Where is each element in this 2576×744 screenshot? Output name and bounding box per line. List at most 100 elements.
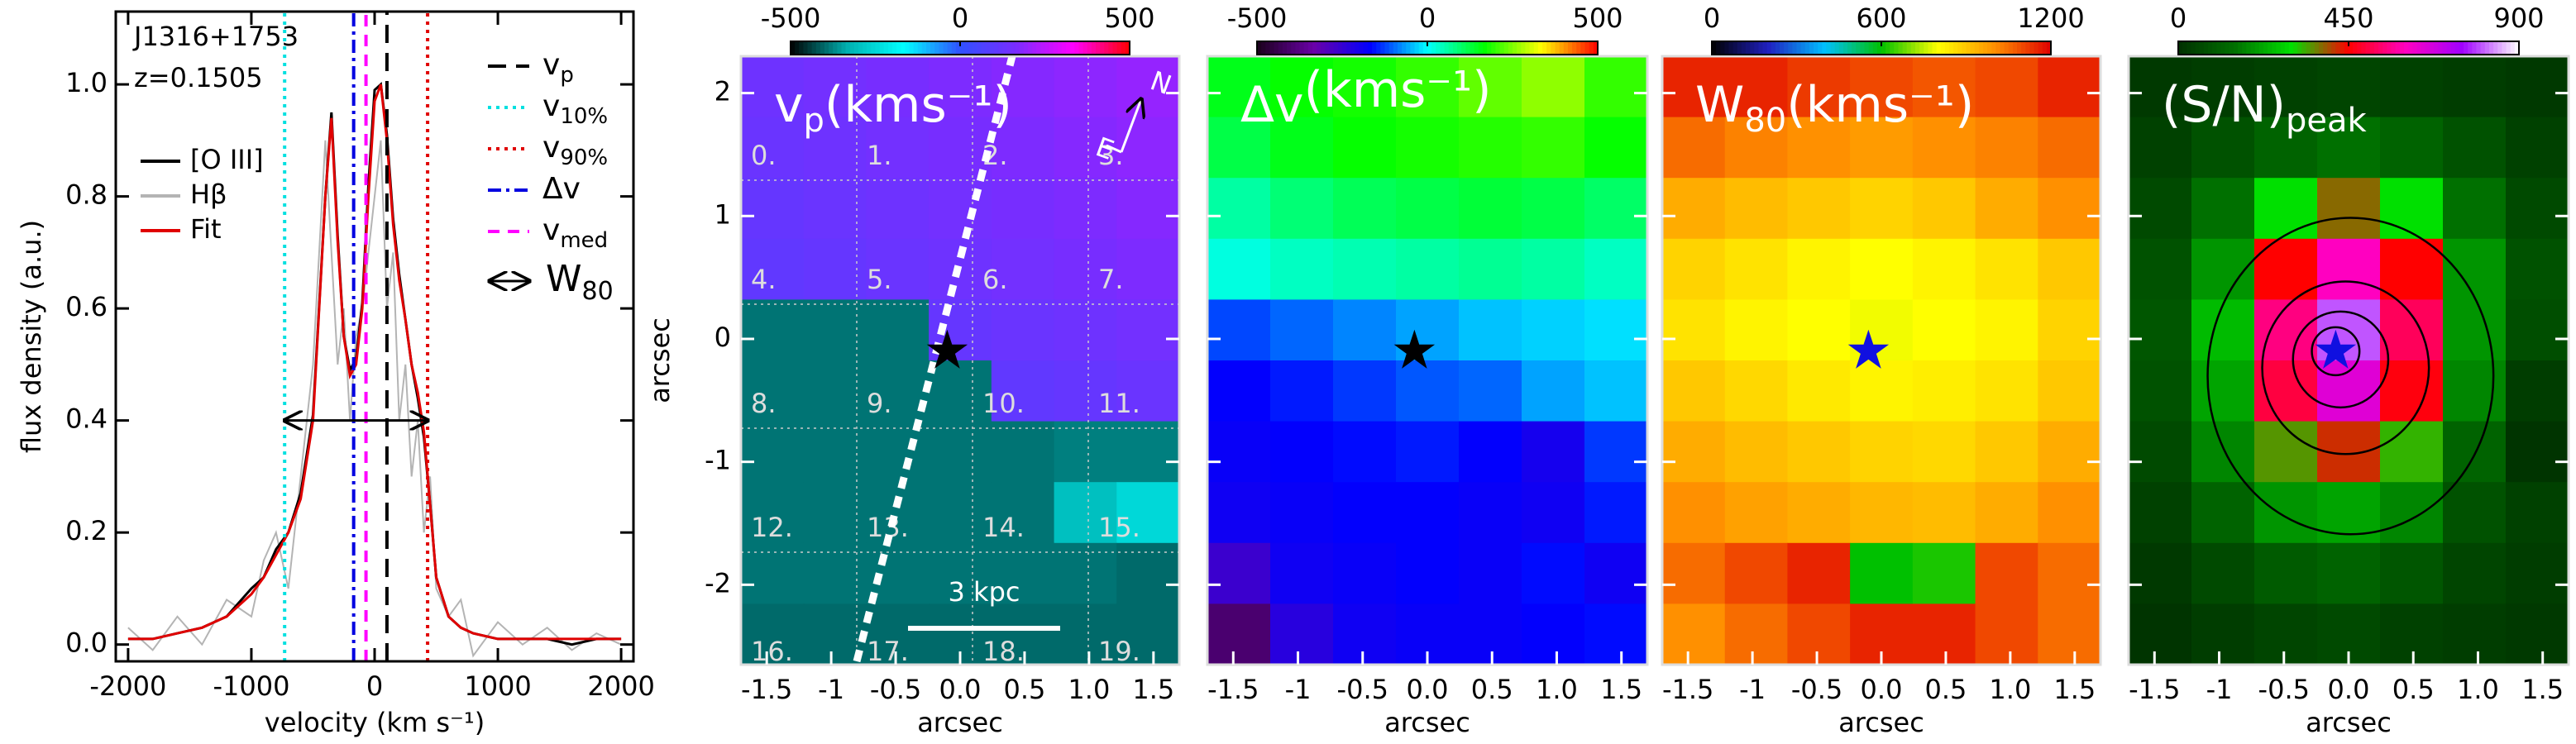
colorbar-segment [896, 41, 901, 55]
heatmap-cell [1207, 178, 1271, 240]
colorbar-segment [1868, 41, 1874, 55]
heatmap-cell [1459, 360, 1522, 422]
heatmap-cell [1333, 482, 1397, 544]
chart-subtitle: z=0.1505 [134, 62, 263, 93]
colorbar-segment [1572, 41, 1577, 55]
heatmap-cell [1522, 542, 1585, 604]
heatmap-cell [2443, 299, 2507, 361]
heatmap-cell [803, 56, 867, 118]
colorbar-segment [1278, 41, 1283, 55]
colorbar-segment [1771, 41, 1776, 55]
colorbar-segment [989, 41, 995, 55]
x-axis-label: arcsec [2306, 707, 2392, 738]
x-axis-label: velocity (km s⁻¹) [265, 707, 485, 738]
colorbar-segment [2357, 41, 2363, 55]
x-axis-label: arcsec [1838, 707, 1924, 738]
x-tick-label: 0.5 [1471, 674, 1513, 705]
colorbar-segment [1112, 41, 1118, 55]
colorbar-segment [2421, 41, 2426, 55]
heatmap-cell [929, 421, 992, 483]
colorbar-segment [849, 41, 855, 55]
colorbar-segment [985, 41, 991, 55]
colorbar-segment [2293, 41, 2298, 55]
heatmap-cell [2506, 117, 2569, 179]
heatmap-cell [2038, 603, 2101, 665]
colorbar-segment [795, 41, 800, 55]
colorbar-segment [1529, 41, 1535, 55]
heatmap-cell [1116, 117, 1180, 179]
heatmap-cell [2380, 542, 2444, 604]
colorbar-segment [1431, 41, 1436, 55]
heatmap-cell [1333, 56, 1397, 118]
legend-label: W80 [546, 258, 614, 306]
heatmap-cell [1724, 117, 1789, 179]
y-tick-label: 2 [714, 76, 731, 107]
colorbar-tick-label: 500 [1104, 2, 1154, 34]
colorbar-segment [1915, 41, 1920, 55]
colorbar-segment [2258, 41, 2264, 55]
heatmap-cell [2038, 117, 2101, 179]
colorbar-segment [2208, 41, 2213, 55]
colorbar-segment [1367, 41, 1373, 55]
heatmap-cell [1054, 603, 1117, 665]
colorbar-segment [1019, 41, 1025, 55]
heatmap-cell [2191, 178, 2255, 240]
colorbar-segment [1949, 41, 1954, 55]
panel-title-sub: 80 [1744, 102, 1786, 140]
heatmap-cell [1207, 360, 1271, 422]
heatmap-cell [1207, 238, 1271, 300]
heatmap-cell [1787, 56, 1851, 118]
colorbar-segment [1049, 41, 1054, 55]
x-tick-label: -1 [1285, 674, 1312, 705]
heatmap-cell [1912, 117, 1976, 179]
colorbar-segment [887, 41, 893, 55]
x-tick-label: 0 [366, 670, 383, 702]
colorbar-segment [1346, 41, 1351, 55]
colorbar-segment [1422, 41, 1428, 55]
heatmap-cell [2380, 421, 2444, 483]
heatmap-cell [1584, 238, 1648, 300]
colorbar-segment [943, 41, 949, 55]
colorbar-segment [2216, 41, 2222, 55]
legend-label: Δv [542, 172, 581, 206]
colorbar-segment [939, 41, 944, 55]
spaxel-label: 11. [1098, 388, 1140, 419]
heatmap-cell [1662, 117, 1726, 179]
heatmap-cell [741, 178, 805, 240]
colorbar-segment [1521, 41, 1527, 55]
heatmap-cell [1396, 238, 1460, 300]
colorbar-segment [2000, 41, 2005, 55]
spaxel-label: 12. [751, 512, 793, 543]
x-tick-label: -1.5 [2129, 674, 2180, 705]
x-tick-label: 1.5 [2521, 674, 2564, 705]
heatmap-cell [1724, 56, 1789, 118]
heatmap-cell [2129, 482, 2192, 544]
colorbar-segment [1002, 41, 1007, 55]
plot-area [127, 12, 622, 661]
heatmap-cell [991, 238, 1055, 300]
colorbar-tick-label: 0 [1704, 2, 1720, 34]
heatmap-cell [1333, 299, 1397, 361]
colorbar-segment [2450, 41, 2456, 55]
colorbar-segment [1044, 41, 1050, 55]
heatmap-cell [2129, 178, 2192, 240]
panel-title-rest: (kms⁻¹) [824, 76, 1012, 134]
heatmap-cell [1912, 56, 1976, 118]
heatmap-cell [2129, 421, 2192, 483]
legend-label: Hβ [190, 179, 227, 210]
colorbar-segment [1508, 41, 1513, 55]
y-tick-label: 0 [714, 322, 731, 353]
colorbar-tick-label: 450 [2323, 2, 2373, 34]
colorbar-segment [1465, 41, 1471, 55]
heatmap-cell [2254, 360, 2318, 422]
colorbar-segment [2335, 41, 2341, 55]
colorbar-segment [1987, 41, 1992, 55]
y-tick-label: 0.6 [65, 291, 108, 322]
spaxel-label: 19. [1098, 636, 1140, 667]
colorbar-segment [2238, 41, 2243, 55]
heatmap-cell [1207, 421, 1271, 483]
heatmap-cell [2506, 238, 2569, 300]
x-axis-label: arcsec [917, 707, 1003, 738]
colorbar-segment [1728, 41, 1734, 55]
